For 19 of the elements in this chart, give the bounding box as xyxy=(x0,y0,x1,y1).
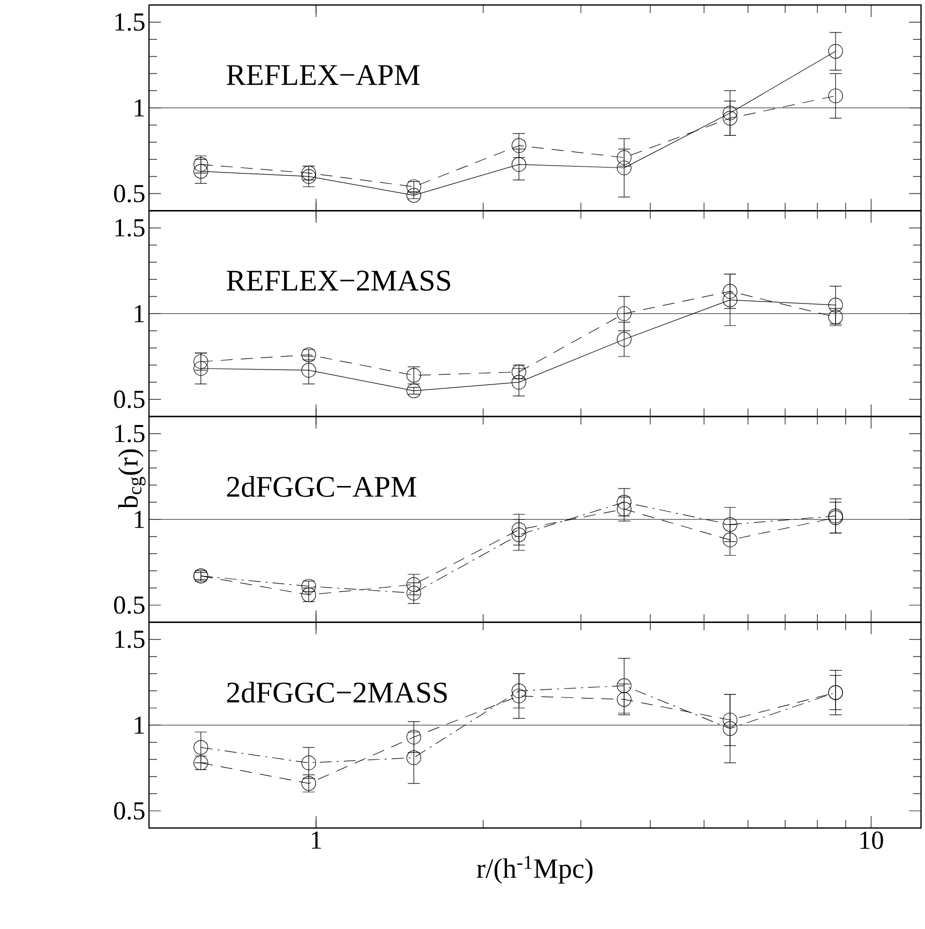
y-tick-label: 0.5 xyxy=(114,596,144,614)
y-tick-label: 0.5 xyxy=(114,390,144,408)
y-tick-label: 1.5 xyxy=(115,13,144,31)
y-tick-label: 0.5 xyxy=(114,184,144,202)
x-axis-title: r/(h$^{-1}$Mpc) xyxy=(476,856,593,884)
y-tick-label: 1 xyxy=(134,510,144,528)
y-axis-title: b$_{cg}$(r) xyxy=(118,449,146,509)
annotation: REFLEX−APM xyxy=(226,65,420,85)
y-tick-label: 1.5 xyxy=(115,219,144,237)
y-tick-label: 0.5 xyxy=(114,802,144,820)
y-tick-label: 1 xyxy=(134,99,144,116)
x-tick-label: 10 xyxy=(860,832,884,850)
y-tick-label: 1 xyxy=(134,305,144,322)
y-tick-label: 1 xyxy=(134,716,144,734)
annotation: REFLEX−2MASS xyxy=(226,270,450,291)
annotation: 2dFGGC−2MASS xyxy=(227,682,447,703)
annotation: 2dFGGC−APM xyxy=(227,476,416,497)
y-tick-label: 1.5 xyxy=(115,424,144,442)
y-tick-label: 1.5 xyxy=(115,630,144,648)
